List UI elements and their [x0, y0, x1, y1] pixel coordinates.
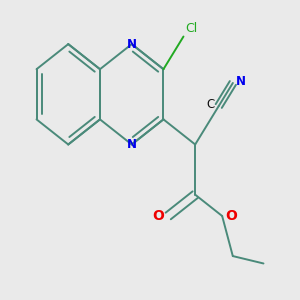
Text: N: N — [127, 138, 137, 151]
Text: O: O — [226, 209, 238, 223]
Text: O: O — [152, 209, 164, 223]
Text: C: C — [206, 98, 214, 111]
Text: N: N — [127, 38, 137, 51]
Text: Cl: Cl — [185, 22, 197, 35]
Text: N: N — [236, 75, 246, 88]
